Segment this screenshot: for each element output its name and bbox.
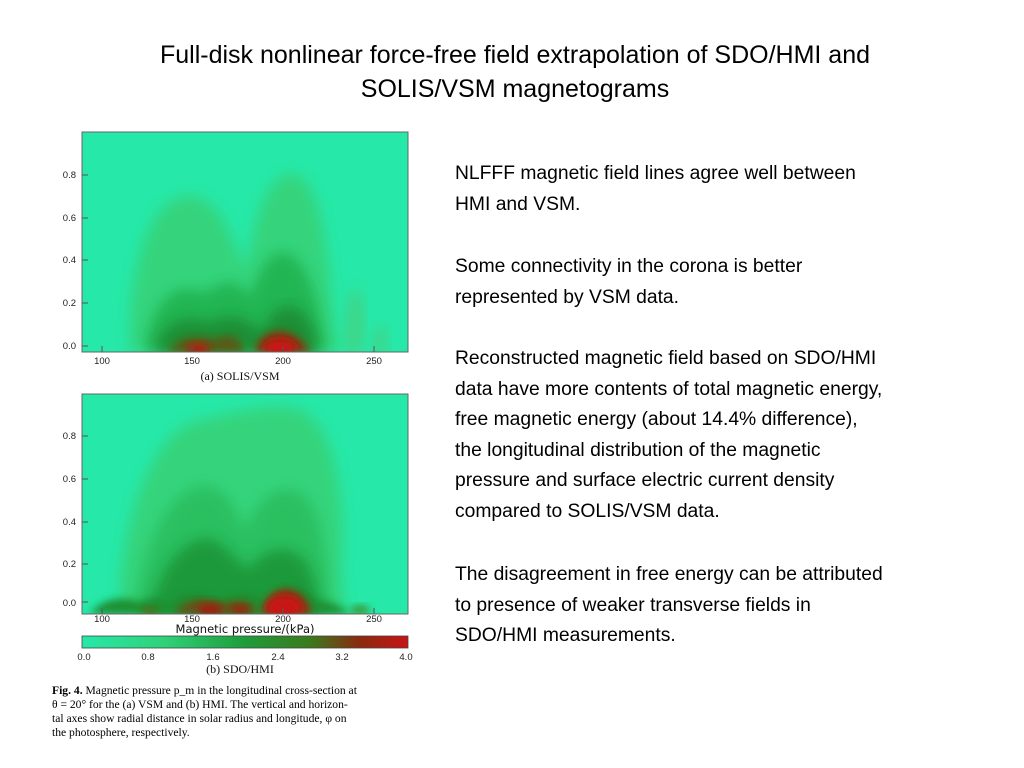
figure-panel-a: 0.0 0.2 0.4 0.6 0.8 100 150 200 250 (a) … — [0, 128, 440, 390]
x-tick-label: 150 — [184, 356, 200, 367]
magnetic-pressure-plot-hmi: 0.0 0.2 0.4 0.6 0.8 100 150 200 250 Magn… — [63, 393, 413, 676]
x-tick-label: 200 — [275, 356, 291, 367]
paragraph-line: The disagreement in free energy can be a… — [455, 564, 883, 585]
y-tick-label: 0.0 — [63, 341, 76, 352]
figure-caption-number: Fig. 4. — [52, 684, 83, 697]
y-tick-label: 0.4 — [63, 517, 76, 528]
y-tick-label: 0.4 — [63, 255, 76, 266]
slide-title-line-2: SOLIS/VSM magnetograms — [360, 75, 670, 103]
colorbar-tick-label: 0.0 — [77, 652, 90, 663]
paragraph-line: to presence of weaker transverse fields … — [455, 594, 811, 616]
y-tick-label: 0.6 — [63, 474, 76, 485]
y-tick-label: 0.0 — [63, 598, 76, 609]
y-tick-label: 0.8 — [63, 170, 76, 181]
x-tick-label: 150 — [184, 614, 200, 625]
paragraph-line: Reconstructed magnetic field based on SD… — [455, 348, 877, 369]
y-tick-label: 0.2 — [63, 298, 76, 309]
colorbar-title: Magnetic pressure/(kPa) — [176, 622, 315, 636]
paragraph-line: compared to SOLIS/VSM data. — [455, 500, 720, 522]
x-tick-label: 250 — [366, 614, 382, 625]
body-paragraph-3: Reconstructed magnetic field based on SD… — [455, 344, 985, 527]
panel-a-label: (a) SOLIS/VSM — [200, 369, 279, 383]
paragraph-line: HMI and VSM. — [455, 193, 581, 215]
paragraph-line: SDO/HMI measurements. — [455, 625, 676, 646]
body-paragraph-2: Some connectivity in the corona is bette… — [455, 252, 985, 313]
panel-b-label: (b) SDO/HMI — [206, 662, 274, 676]
slide-title-line-1: Full-disk nonlinear force-free field ext… — [159, 41, 871, 69]
colorbar-tick-label: 0.8 — [141, 652, 154, 663]
y-tick-label: 0.8 — [63, 431, 76, 442]
magnetic-pressure-plot-vsm: 0.0 0.2 0.4 0.6 0.8 100 150 200 250 (a) … — [63, 131, 409, 383]
paragraph-line: represented by VSM data. — [455, 286, 680, 308]
body-paragraph-1: NLFFF magnetic field lines agree well be… — [455, 159, 985, 220]
paragraph-line: data have more contents of total magneti… — [455, 378, 883, 400]
figure-caption-line: the photosphere, respectively. — [52, 726, 190, 739]
figure-caption: Fig. 4. Magnetic pressure p_m in the lon… — [52, 684, 436, 740]
colorbar — [81, 635, 409, 649]
colorbar-tick-label: 2.4 — [271, 652, 284, 663]
paragraph-line: NLFFF magnetic field lines agree well be… — [455, 163, 856, 184]
colorbar-tick-label: 3.2 — [335, 652, 348, 663]
paragraph-line: pressure and surface electric current de… — [455, 470, 835, 491]
figure-caption-line: tal axes show radial distance in solar r… — [52, 712, 347, 725]
paragraph-line: the longitudinal distribution of the mag… — [455, 439, 821, 461]
y-tick-label: 0.6 — [63, 213, 76, 224]
x-tick-label: 100 — [94, 356, 110, 367]
y-tick-label: 0.2 — [63, 559, 76, 570]
x-tick-label: 200 — [275, 614, 291, 625]
colorbar-tick-label: 1.6 — [206, 652, 219, 663]
figure-caption-line: θ = 20° for the (a) VSM and (b) HMI. The… — [52, 698, 348, 711]
body-paragraph-4: The disagreement in free energy can be a… — [455, 560, 985, 652]
paragraph-line: Some connectivity in the corona is bette… — [455, 256, 803, 277]
x-tick-label: 100 — [94, 614, 110, 625]
slide-title: Full-disk nonlinear force-free field ext… — [60, 38, 970, 106]
figure-panel-b: 0.0 0.2 0.4 0.6 0.8 100 150 200 250 Magn… — [0, 390, 440, 680]
x-tick-label: 250 — [366, 356, 382, 367]
colorbar-tick-label: 4.0 — [399, 652, 412, 663]
figure-caption-line: Magnetic pressure p_m in the longitudina… — [85, 684, 357, 697]
paragraph-line: free magnetic energy (about 14.4% differ… — [455, 409, 858, 430]
